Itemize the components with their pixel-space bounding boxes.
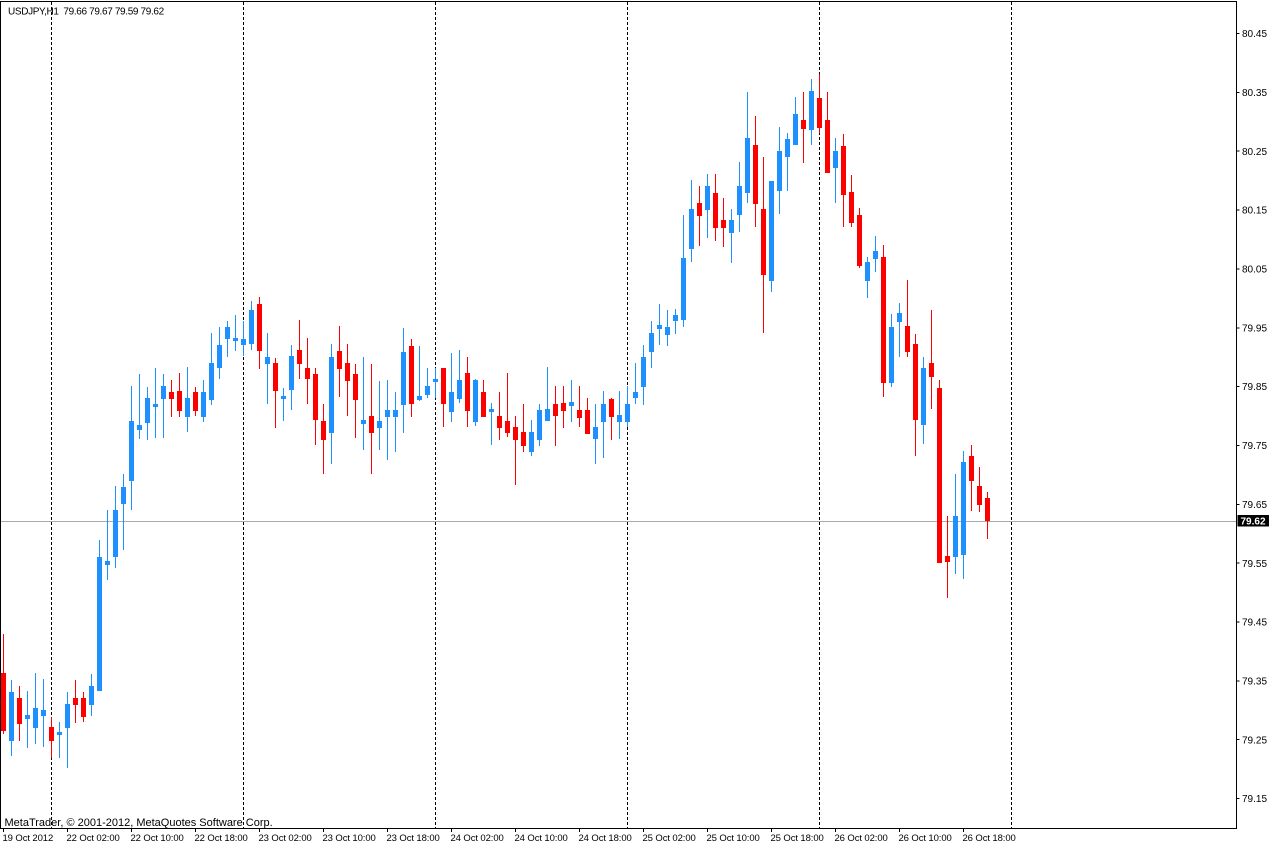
svg-text:80.35: 80.35 — [1242, 88, 1267, 99]
svg-text:79.95: 79.95 — [1242, 323, 1267, 334]
svg-text:USDJPY,H1 79.66 79.67 79.59 7: USDJPY,H1 79.66 79.67 79.59 79.62 — [8, 7, 165, 18]
svg-text:26 Oct 10:00: 26 Oct 10:00 — [899, 833, 952, 844]
svg-text:24 Oct 10:00: 24 Oct 10:00 — [515, 833, 568, 844]
svg-text:79.25: 79.25 — [1242, 735, 1267, 746]
svg-text:MetaTrader, © 2001-2012, MetaQ: MetaTrader, © 2001-2012, MetaQuotes Soft… — [5, 817, 273, 829]
svg-text:79.65: 79.65 — [1242, 500, 1267, 511]
svg-text:26 Oct 02:00: 26 Oct 02:00 — [835, 833, 888, 844]
svg-text:79.45: 79.45 — [1242, 618, 1267, 629]
svg-text:80.05: 80.05 — [1242, 265, 1267, 276]
svg-text:22 Oct 02:00: 22 Oct 02:00 — [67, 833, 120, 844]
svg-text:19 Oct 2012: 19 Oct 2012 — [3, 833, 54, 844]
svg-text:23 Oct 18:00: 23 Oct 18:00 — [387, 833, 440, 844]
svg-text:24 Oct 18:00: 24 Oct 18:00 — [579, 833, 632, 844]
svg-text:24 Oct 02:00: 24 Oct 02:00 — [451, 833, 504, 844]
svg-text:79.62: 79.62 — [1241, 517, 1266, 528]
svg-text:79.75: 79.75 — [1242, 441, 1267, 452]
svg-text:79.35: 79.35 — [1242, 677, 1267, 688]
svg-text:22 Oct 18:00: 22 Oct 18:00 — [195, 833, 248, 844]
svg-text:25 Oct 10:00: 25 Oct 10:00 — [707, 833, 760, 844]
svg-text:25 Oct 18:00: 25 Oct 18:00 — [771, 833, 824, 844]
svg-text:80.15: 80.15 — [1242, 206, 1267, 217]
svg-text:79.85: 79.85 — [1242, 382, 1267, 393]
svg-text:23 Oct 02:00: 23 Oct 02:00 — [259, 833, 312, 844]
svg-text:25 Oct 02:00: 25 Oct 02:00 — [643, 833, 696, 844]
svg-text:79.15: 79.15 — [1242, 794, 1267, 805]
svg-text:80.25: 80.25 — [1242, 147, 1267, 158]
svg-text:26 Oct 18:00: 26 Oct 18:00 — [963, 833, 1016, 844]
svg-text:23 Oct 10:00: 23 Oct 10:00 — [323, 833, 376, 844]
svg-text:79.55: 79.55 — [1242, 559, 1267, 570]
svg-text:80.45: 80.45 — [1242, 29, 1267, 40]
svg-text:22 Oct 10:00: 22 Oct 10:00 — [131, 833, 184, 844]
